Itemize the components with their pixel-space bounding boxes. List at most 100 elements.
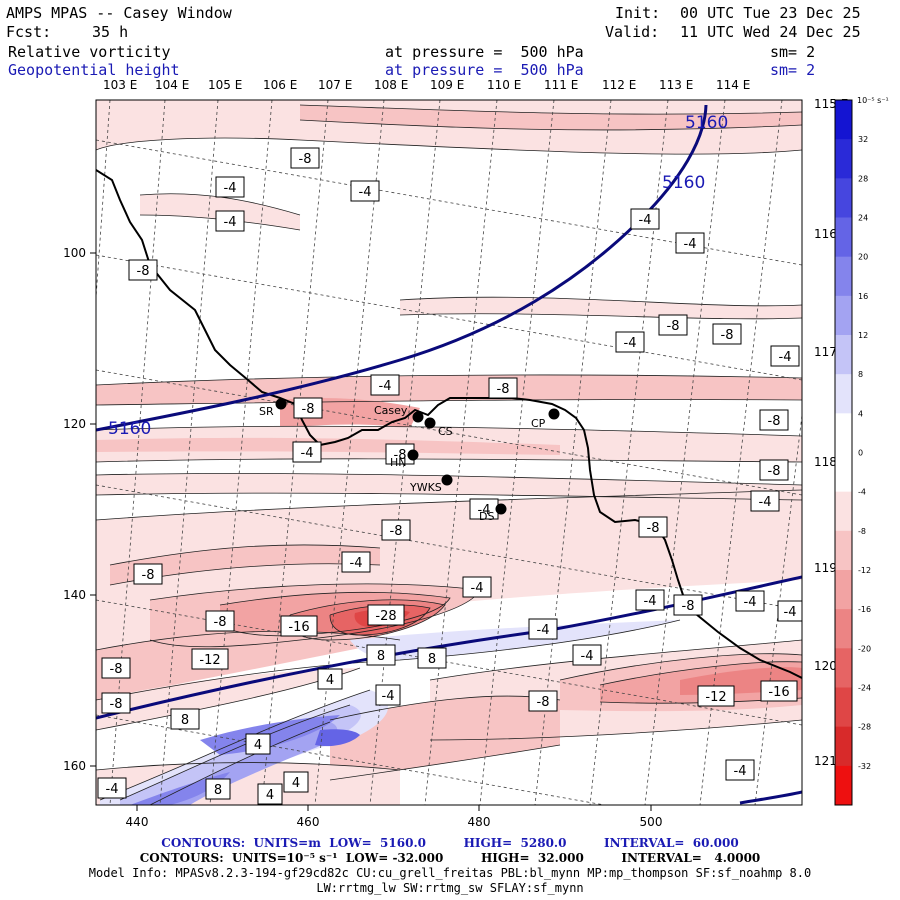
field2-smoothing: sm= 2	[770, 61, 816, 79]
height-label: 5160	[685, 113, 728, 133]
vorticity-contour-info: CONTOURS: UNITS=10⁻⁵ s⁻¹ LOW= -32.000 HI…	[139, 851, 761, 865]
vort-label: -4	[382, 689, 395, 704]
vort-label: -8	[214, 615, 227, 630]
vorticity-contours	[96, 104, 802, 805]
vort-label: -8	[394, 448, 407, 463]
colorbar-cell	[835, 139, 852, 179]
lon-label: 111 E	[544, 78, 578, 92]
colorbar-tick-label: 12	[858, 331, 868, 340]
station-label-sr: SR	[259, 405, 274, 418]
station-dot-sr	[275, 398, 287, 410]
lon-label: 109 E	[430, 78, 464, 92]
lon-label: 108 E	[374, 78, 408, 92]
map-title: AMPS MPAS -- Casey Window	[6, 4, 232, 22]
vort-label: 4	[292, 776, 300, 791]
colorbar-tick-label: -16	[858, 605, 871, 614]
colorbar-tick-label: 32	[858, 135, 868, 144]
height-contour-labels: 5160 5160 5160	[108, 113, 728, 439]
vort-label: -8	[537, 695, 550, 710]
lon-label: 105 E	[208, 78, 242, 92]
lon-label: 114 E	[716, 78, 750, 92]
colorbar-tick-label: 16	[858, 292, 868, 301]
vort-label: 8	[428, 652, 436, 667]
y-tick-label: 140	[63, 588, 86, 602]
x-axis: 440 460 480 500	[126, 805, 663, 829]
forecast-label: Fcst:	[6, 23, 52, 41]
colorbar-tick-label: -28	[858, 723, 871, 732]
station-markers: SR Casey CS CP HN YWKS DS	[259, 398, 560, 523]
colorbar-tick-label: 28	[858, 174, 868, 183]
colorbar-tick-label: -32	[858, 762, 871, 771]
forecast-value: 35 h	[92, 23, 129, 41]
vort-label: -28	[375, 609, 396, 624]
x-tick-label: 480	[468, 815, 491, 829]
vort-label: 4	[254, 738, 262, 753]
colorbar-cell	[835, 609, 852, 649]
colorbar-tick-label: -4	[858, 488, 866, 497]
coastline	[96, 169, 802, 679]
vort-label: -4	[359, 185, 372, 200]
vort-label: -16	[288, 620, 309, 635]
colorbar-tick-label: -20	[858, 644, 871, 653]
vort-label: -12	[705, 690, 726, 705]
geopotential-height-contours	[96, 104, 802, 805]
vorticity-map: 103 E 104 E 105 E 106 E 107 E 108 E 109 …	[63, 78, 889, 829]
vort-label: -4	[581, 649, 594, 664]
vort-label: -4	[224, 215, 237, 230]
field1-level: at pressure = 500 hPa	[385, 43, 584, 61]
valid-label: Valid:	[605, 23, 660, 41]
colorbar-cell	[835, 491, 852, 532]
station-label-cs: CS	[438, 425, 453, 438]
vort-label: -8	[647, 521, 660, 536]
station-dot-cs	[424, 417, 436, 429]
vort-label: -4	[734, 764, 747, 779]
colorbar-cell	[835, 765, 852, 806]
station-dot-ywks	[441, 474, 453, 486]
x-tick-label: 500	[640, 815, 663, 829]
station-dot-hn	[407, 449, 419, 461]
model-info-2: LW:rrtmg_lw SW:rrtmg_sw SFLAY:sf_mynn	[316, 881, 584, 895]
vort-label: -4	[639, 213, 652, 228]
station-label-ywks: YWKS	[409, 481, 442, 494]
vort-label: -4	[301, 446, 314, 461]
vort-label: 4	[326, 673, 334, 688]
field2-name: Geopotential height	[8, 61, 180, 79]
lon-label: 103 E	[103, 78, 137, 92]
init-value: 00 UTC Tue 23 Dec 25	[680, 4, 861, 22]
vort-label: -4	[779, 350, 792, 365]
vort-label: -8	[137, 264, 150, 279]
vort-label: -8	[110, 697, 123, 712]
height-contour-info: CONTOURS: UNITS=m LOW= 5160.0 HIGH= 5280…	[161, 836, 739, 850]
vort-label: -4	[478, 503, 491, 518]
vort-label: -4	[106, 782, 119, 797]
vort-label: -8	[682, 599, 695, 614]
lon-label: 104 E	[155, 78, 189, 92]
vort-label: -4	[224, 181, 237, 196]
colorbar-cell	[835, 687, 852, 728]
init-label: Init:	[615, 4, 661, 22]
colorbar-cell	[835, 648, 852, 688]
valid-value: 11 UTC Wed 24 Dec 25	[680, 23, 861, 41]
colorbar-cell	[835, 100, 852, 140]
y-tick-label: 120	[63, 417, 86, 431]
y-axis: 100 120 140 160	[63, 246, 96, 773]
vort-label: -8	[497, 382, 510, 397]
colorbar-cell	[835, 295, 852, 336]
colorbar-tick-label: 8	[858, 370, 863, 379]
x-tick-label: 460	[297, 815, 320, 829]
colorbar-tick-label: 4	[858, 409, 863, 418]
vort-label: -12	[199, 653, 220, 668]
colorbar-tick-label: 0	[858, 449, 863, 458]
colorbar-cell	[835, 256, 852, 297]
colorbar-cell	[835, 530, 852, 571]
vort-label: -8	[768, 464, 781, 479]
lon-label: 112 E	[602, 78, 636, 92]
vort-label: -4	[537, 623, 550, 638]
vort-label: 8	[181, 713, 189, 728]
colorbar-tick-label: 24	[858, 214, 868, 223]
colorbar-tick-label: -8	[858, 527, 866, 536]
colorbar-tick-label: -24	[858, 684, 871, 693]
station-dot-ds	[495, 503, 507, 515]
vort-label: -4	[784, 605, 797, 620]
station-dot-casey	[412, 411, 424, 423]
